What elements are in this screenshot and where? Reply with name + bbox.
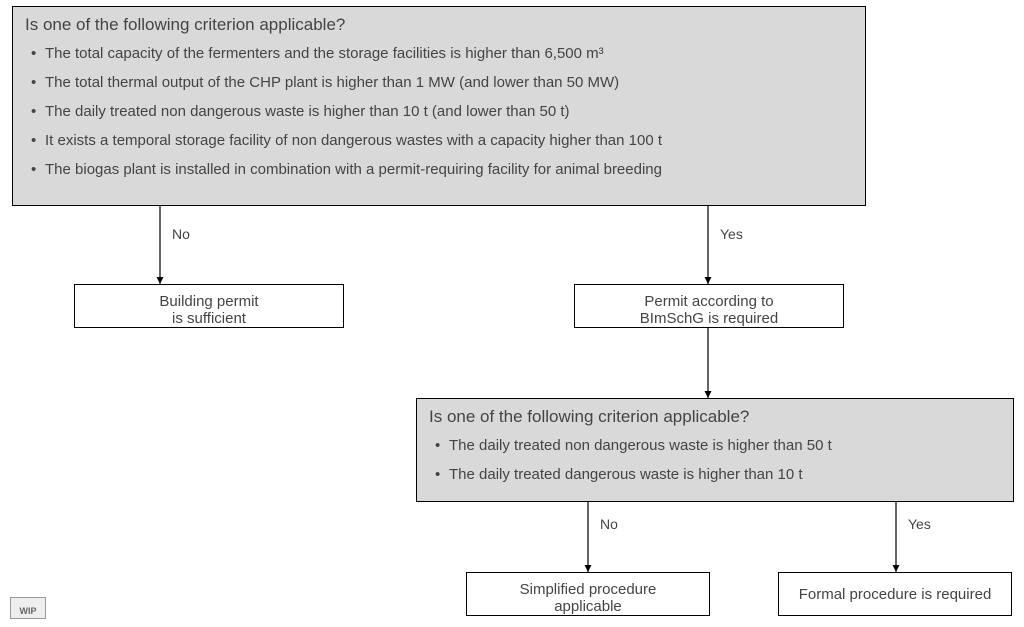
decision-2-title: Is one of the following criterion applic… xyxy=(429,407,1001,427)
outcome-line: Permit according to xyxy=(587,293,831,310)
outcome-building-permit: Building permit is sufficient xyxy=(74,284,344,328)
outcome-simplified-procedure: Simplified procedure applicable xyxy=(466,572,710,616)
outcome-line: Formal procedure is required xyxy=(791,581,999,609)
edge-label-yes: Yes xyxy=(908,516,931,532)
outcome-line: BImSchG is required xyxy=(587,310,831,327)
edge-label-no: No xyxy=(172,226,190,242)
outcome-formal-procedure: Formal procedure is required xyxy=(778,572,1012,616)
bullet-item: It exists a temporal storage facility of… xyxy=(25,132,853,149)
bullet-item: The daily treated non dangerous waste is… xyxy=(429,437,1001,454)
edge-label-yes: Yes xyxy=(720,226,743,242)
outcome-line: Building permit xyxy=(87,293,331,310)
outcome-bimschg-permit: Permit according to BImSchG is required xyxy=(574,284,844,328)
outcome-line: is sufficient xyxy=(87,310,331,327)
bullet-item: The daily treated dangerous waste is hig… xyxy=(429,466,1001,483)
edge-label-no: No xyxy=(600,516,618,532)
logo-text: WIP xyxy=(20,606,37,616)
decision-box-1: Is one of the following criterion applic… xyxy=(12,6,866,206)
bullet-item: The biogas plant is installed in combina… xyxy=(25,161,853,178)
bullet-item: The total capacity of the fermenters and… xyxy=(25,45,853,62)
decision-box-2: Is one of the following criterion applic… xyxy=(416,398,1014,502)
outcome-line: Simplified procedure xyxy=(479,581,697,598)
bullet-item: The daily treated non dangerous waste is… xyxy=(25,103,853,120)
decision-2-bullets: The daily treated non dangerous waste is… xyxy=(429,437,1001,483)
decision-1-title: Is one of the following criterion applic… xyxy=(25,15,853,35)
decision-1-bullets: The total capacity of the fermenters and… xyxy=(25,45,853,178)
wip-logo: WIP xyxy=(10,597,46,619)
outcome-line: applicable xyxy=(479,598,697,615)
bullet-item: The total thermal output of the CHP plan… xyxy=(25,74,853,91)
